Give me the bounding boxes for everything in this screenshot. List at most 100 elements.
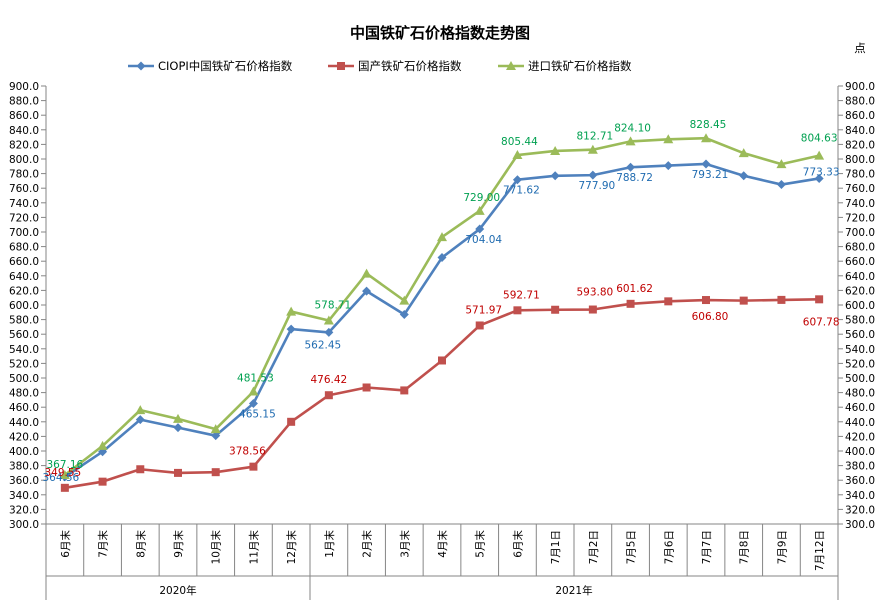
y-tick-label-left: 620.0 bbox=[9, 285, 39, 297]
data-point bbox=[399, 309, 409, 319]
data-point bbox=[437, 253, 447, 263]
data-point bbox=[588, 170, 598, 180]
data-point bbox=[702, 296, 710, 305]
y-tick-label-left: 520.0 bbox=[9, 358, 39, 370]
data-point bbox=[211, 468, 220, 477]
y-tick-label-right: 580.0 bbox=[845, 315, 875, 327]
y-tick-label-left: 300.0 bbox=[9, 519, 39, 531]
y-tick-label-left: 400.0 bbox=[9, 446, 39, 458]
data-point bbox=[815, 295, 824, 304]
data-label: 481.53 bbox=[237, 372, 274, 384]
y-tick-label-left: 700.0 bbox=[9, 227, 39, 239]
category-label: 7月6日 bbox=[663, 530, 675, 564]
data-point bbox=[324, 391, 333, 400]
data-point bbox=[438, 356, 446, 365]
y-tick-label-right: 560.0 bbox=[845, 329, 875, 341]
category-label: 7月末 bbox=[97, 530, 110, 558]
y-tick-label-right: 440.0 bbox=[845, 417, 875, 429]
y-tick-label-right: 300.0 bbox=[845, 519, 875, 531]
axes: 300.0 300.0 320.0 320.0 340.0 340.0 360.0 360.0… bbox=[9, 81, 875, 600]
y-tick-label-right: 780.0 bbox=[845, 169, 875, 181]
data-point bbox=[739, 171, 749, 181]
y-tick-label-right: 900.0 bbox=[845, 81, 875, 93]
data-point bbox=[97, 440, 108, 450]
chart-title: 中国铁矿石价格指数走势图 bbox=[350, 24, 530, 42]
y-tick-label-left: 820.0 bbox=[9, 139, 39, 151]
category-label: 6月末 bbox=[511, 530, 524, 558]
y-tick-label-right: 720.0 bbox=[845, 212, 875, 224]
y-tick-label-left: 800.0 bbox=[9, 154, 39, 166]
data-point bbox=[324, 327, 334, 337]
y-tick-label-left: 480.0 bbox=[9, 388, 39, 400]
data-point bbox=[361, 268, 372, 278]
y-tick-label-left: 860.0 bbox=[9, 110, 39, 122]
data-point bbox=[362, 383, 371, 392]
data-point bbox=[738, 148, 749, 158]
data-point bbox=[776, 159, 787, 169]
data-label: 805.44 bbox=[501, 136, 538, 148]
data-point bbox=[174, 468, 182, 477]
data-label: 578.71 bbox=[314, 300, 351, 312]
y-tick-label-right: 480.0 bbox=[845, 388, 875, 400]
y-tick-label-left: 420.0 bbox=[9, 431, 39, 443]
year-group-label: 2021年 bbox=[555, 584, 592, 597]
y-tick-label-right: 340.0 bbox=[845, 490, 875, 502]
data-point bbox=[286, 324, 296, 334]
data-point bbox=[286, 306, 297, 316]
y-tick-label-left: 720.0 bbox=[9, 212, 39, 224]
legend-entry: CIOPI中国铁矿石价格指数 bbox=[158, 59, 293, 73]
data-point bbox=[399, 295, 410, 305]
category-label: 8月末 bbox=[134, 530, 147, 558]
y-tick-label-left: 380.0 bbox=[9, 461, 39, 473]
series-layer bbox=[59, 133, 825, 492]
y-tick-label-left: 560.0 bbox=[9, 329, 39, 341]
data-point bbox=[474, 205, 485, 215]
year-group-label: 2020年 bbox=[159, 584, 196, 597]
y-tick-label-right: 540.0 bbox=[845, 344, 875, 356]
y-tick-label-left: 540.0 bbox=[9, 344, 39, 356]
data-point bbox=[512, 150, 523, 160]
data-label: 593.80 bbox=[576, 287, 613, 299]
data-point bbox=[475, 224, 485, 234]
y-tick-label-right: 740.0 bbox=[845, 198, 875, 210]
data-label: 812.71 bbox=[576, 131, 613, 143]
data-label: 704.04 bbox=[465, 234, 502, 246]
data-point bbox=[136, 465, 145, 474]
y-tick-label-left: 680.0 bbox=[9, 242, 39, 254]
data-point bbox=[248, 386, 259, 396]
y-tick-label-left: 320.0 bbox=[9, 504, 39, 516]
y-tick-label-right: 640.0 bbox=[845, 271, 875, 283]
data-point bbox=[210, 424, 221, 434]
legend: CIOPI中国铁矿石价格指数 国产铁矿石价格指数 进口铁矿石价格指数 bbox=[128, 59, 632, 73]
category-label: 7月9日 bbox=[776, 530, 788, 564]
series-triangle bbox=[59, 133, 825, 479]
data-label: 592.71 bbox=[503, 289, 540, 301]
data-label: 771.62 bbox=[503, 185, 540, 197]
y-tick-label-right: 520.0 bbox=[845, 358, 875, 370]
data-point bbox=[173, 423, 183, 433]
y-tick-label-right: 660.0 bbox=[845, 256, 875, 268]
y-tick-label-left: 900.0 bbox=[9, 81, 39, 93]
y-tick-label-right: 860.0 bbox=[845, 110, 875, 122]
category-label: 1月末 bbox=[323, 530, 336, 558]
data-point bbox=[551, 305, 560, 314]
data-point bbox=[512, 175, 522, 185]
y-tick-label-left: 580.0 bbox=[9, 315, 39, 327]
category-label: 7月8日 bbox=[739, 530, 751, 564]
data-label: 606.80 bbox=[692, 311, 729, 323]
y-tick-label-right: 680.0 bbox=[845, 242, 875, 254]
data-point bbox=[98, 477, 107, 486]
data-label: 562.45 bbox=[304, 339, 341, 351]
data-label: 824.10 bbox=[614, 122, 651, 134]
category-label: 12月末 bbox=[285, 530, 298, 565]
data-point bbox=[513, 306, 522, 315]
y-tick-label-left: 660.0 bbox=[9, 256, 39, 268]
y-tick-label-left: 440.0 bbox=[9, 417, 39, 429]
data-point bbox=[701, 133, 711, 143]
y-tick-label-left: 880.0 bbox=[9, 96, 39, 108]
data-point bbox=[211, 431, 221, 441]
data-point bbox=[550, 145, 561, 155]
data-label: 349.55 bbox=[44, 467, 81, 479]
y-tick-label-right: 880.0 bbox=[845, 96, 875, 108]
legend-marker bbox=[337, 62, 345, 70]
